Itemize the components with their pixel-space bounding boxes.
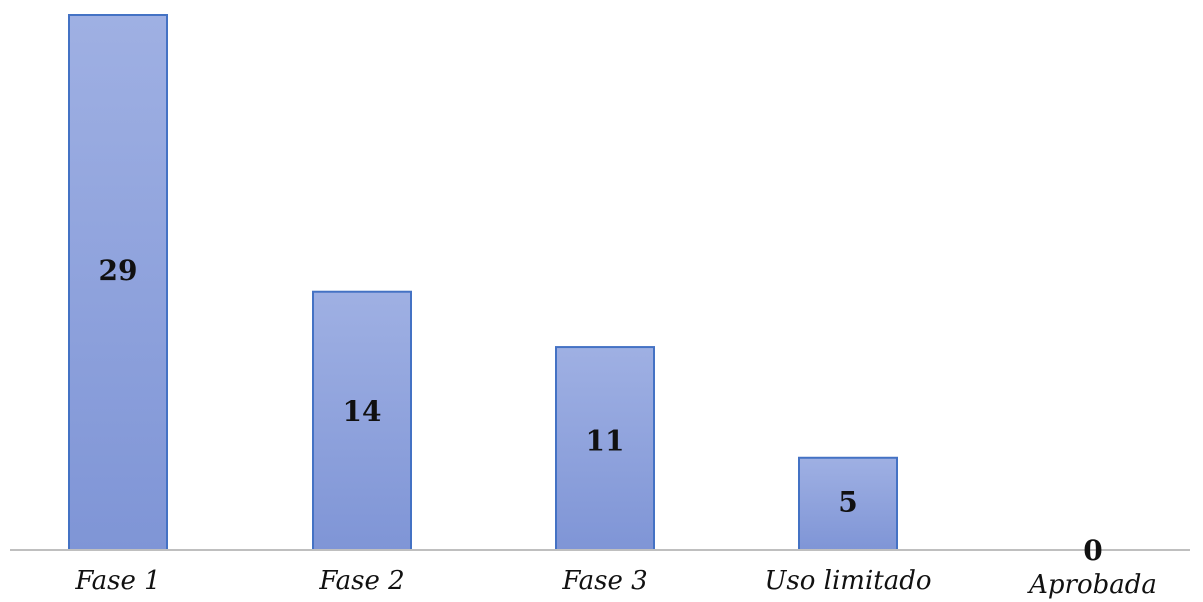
category-labels: Fase 1 Fase 2 Fase 3 Uso limitado Aprobada <box>74 566 1157 600</box>
category-label-fase-1: Fase 1 <box>74 566 160 596</box>
value-label-aprobada: 0 <box>1083 534 1102 567</box>
category-label-aprobada: Aprobada <box>1027 570 1157 600</box>
value-label-fase-3: 11 <box>586 425 625 458</box>
category-label-fase-2: Fase 2 <box>318 566 404 596</box>
bars-layer <box>68 14 898 551</box>
bar-fase-1 <box>68 14 168 551</box>
labels-layer: 29 14 11 5 0 <box>99 254 1103 567</box>
value-label-fase-2: 14 <box>343 395 382 428</box>
bar-uso-limitado <box>798 456 898 551</box>
bar-fase-3 <box>555 346 655 551</box>
value-label-uso-limitado: 5 <box>838 485 857 518</box>
bar-fase-2 <box>312 290 412 551</box>
category-label-fase-3: Fase 3 <box>561 566 647 596</box>
value-label-fase-1: 29 <box>99 254 138 287</box>
category-label-uso-limitado: Uso limitado <box>764 566 931 596</box>
